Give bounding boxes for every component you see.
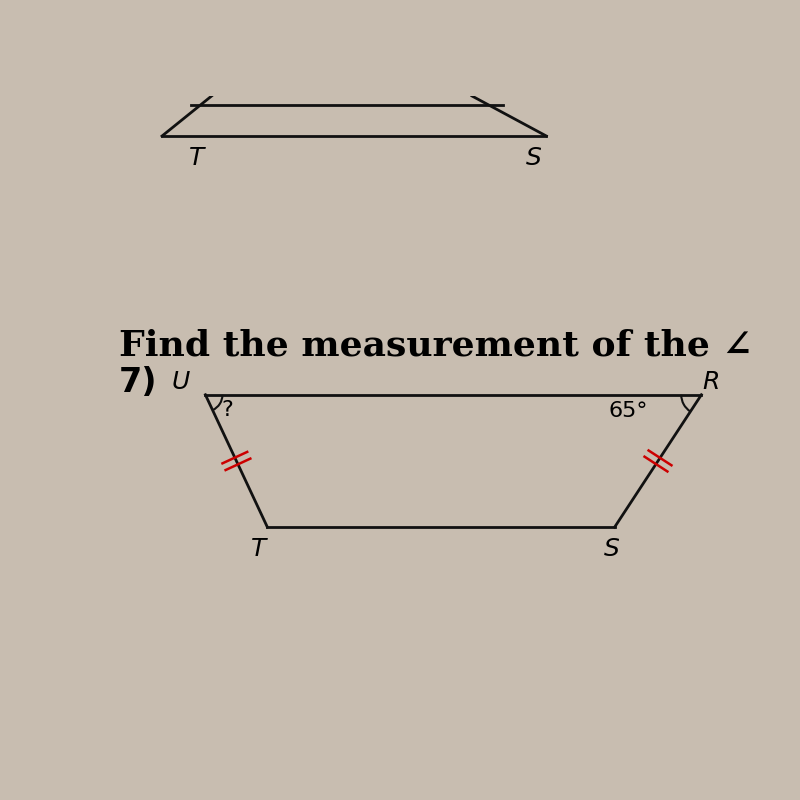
Text: T: T	[189, 146, 204, 170]
Text: U: U	[171, 370, 190, 394]
Text: ?: ?	[222, 400, 233, 420]
Text: S: S	[526, 146, 542, 170]
Text: 65°: 65°	[608, 402, 648, 422]
Text: 7): 7)	[118, 366, 157, 399]
Text: R: R	[702, 370, 719, 394]
Text: Find the measurement of the ∠: Find the measurement of the ∠	[118, 329, 752, 362]
Text: S: S	[603, 537, 619, 561]
Text: T: T	[250, 537, 266, 561]
